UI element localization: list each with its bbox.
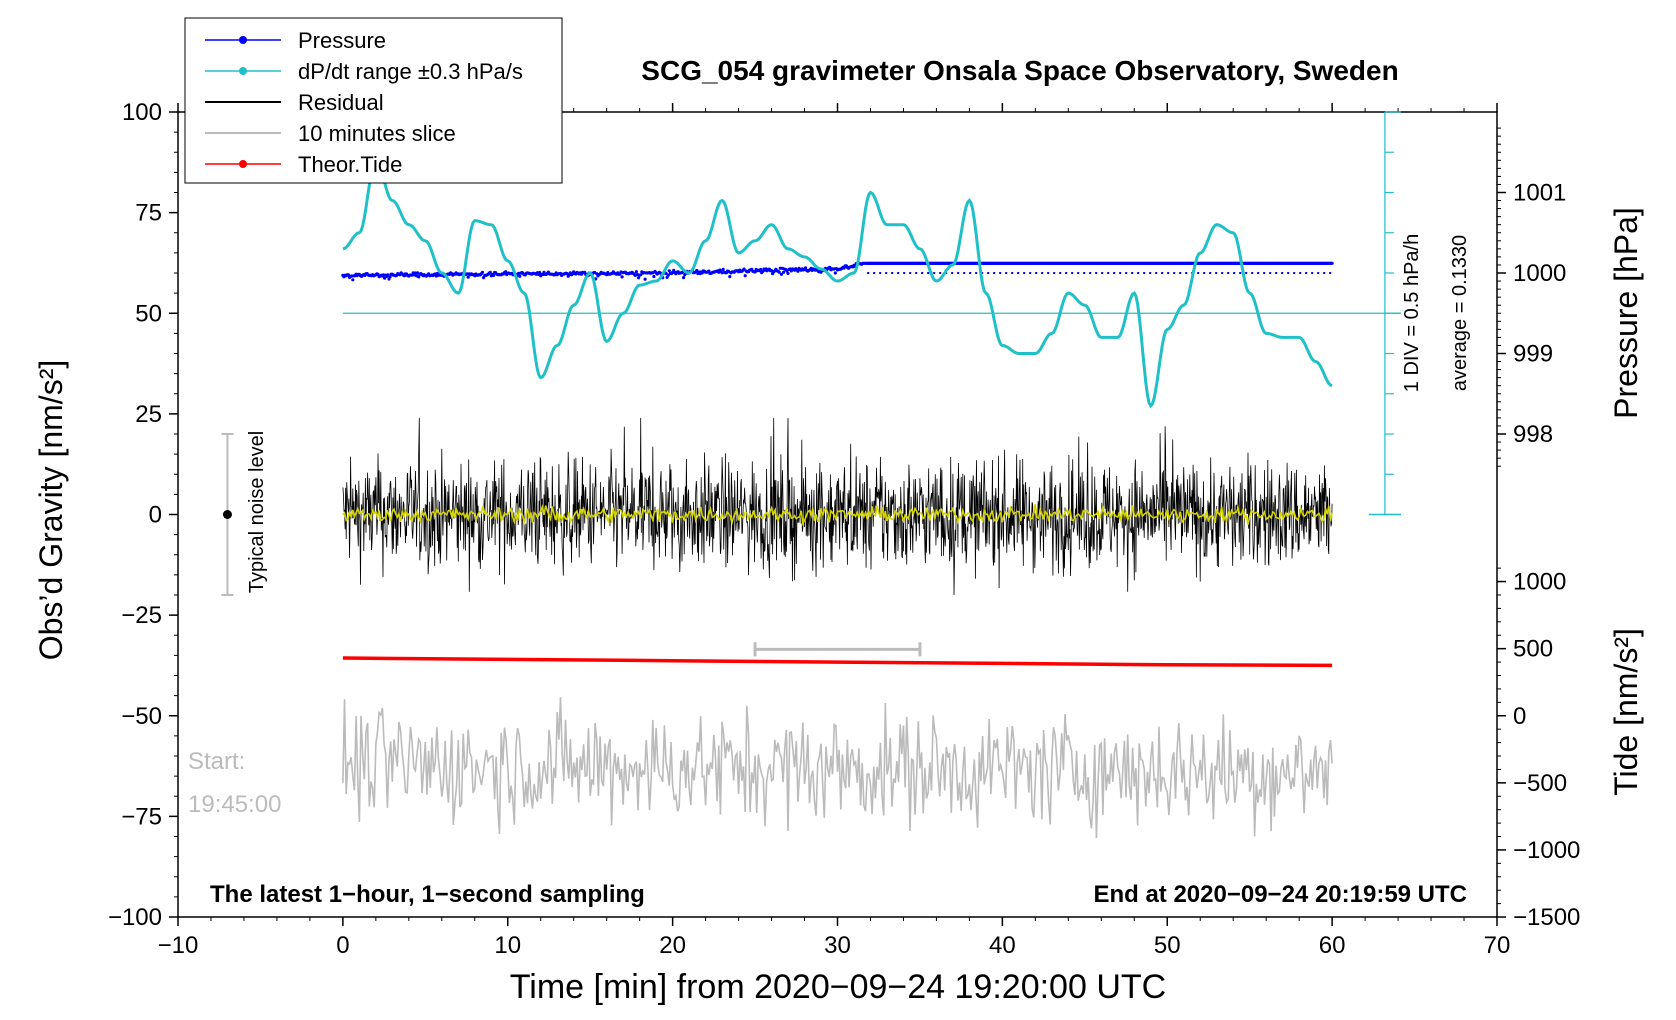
dpdt-line [342, 158, 1333, 409]
tide-tick-label: −1000 [1513, 837, 1580, 864]
x-axis-label: Time [min] from 2020−09−24 19:20:00 UTC [510, 968, 1166, 1006]
legend-entry-slice: 10 minutes slice [205, 121, 456, 146]
x-tick-label: 0 [336, 932, 349, 959]
y-tick-label: −25 [121, 602, 162, 629]
pressure-point [351, 278, 355, 282]
pressure-tick-label: 1001 [1513, 180, 1566, 207]
legend-entry-dpdt: dP/dt range ±0.3 hPa/s [205, 59, 523, 84]
pressure-point [538, 270, 542, 275]
pressure-tick-label: 998 [1513, 421, 1553, 448]
pressure-point [777, 270, 781, 274]
pressure-point [728, 275, 732, 279]
footer-right-label: End at 2020−09−24 20:19:59 UTC [1093, 881, 1467, 908]
residual-line [342, 417, 1333, 596]
y-tick-label: 50 [135, 300, 162, 327]
residual-mean-line [342, 503, 1333, 527]
x-tick-label: 10 [494, 932, 521, 959]
x-tick-label: 70 [1484, 932, 1511, 959]
pressure-point [833, 271, 837, 275]
pressure-point [743, 274, 747, 278]
pressure-point [639, 273, 643, 277]
pressure-point [666, 273, 670, 277]
pressure-point [488, 270, 492, 274]
pressure-point [491, 273, 496, 278]
start-label: Start: [188, 748, 245, 775]
pressure-point [667, 269, 671, 273]
y-tick-label: −75 [121, 803, 162, 830]
y-axis-label: Obs’d Gravity [nm/s²] [33, 360, 69, 661]
legend-entry-residual: Residual [205, 90, 384, 115]
noise-level-marker [222, 510, 232, 519]
pressure-point [652, 274, 656, 279]
pressure-point [796, 269, 800, 273]
tide-tick-label: 500 [1513, 636, 1553, 663]
pressure-point [707, 269, 711, 273]
y-tick-label: 75 [135, 200, 162, 227]
legend-label-dpdt: dP/dt range ±0.3 hPa/s [298, 59, 523, 84]
legend-label-residual: Residual [298, 90, 384, 115]
pressure-point [786, 271, 790, 275]
x-tick-label: 40 [989, 932, 1016, 959]
legend-label-slice: 10 minutes slice [298, 121, 456, 146]
pressure-point [417, 275, 421, 279]
pressure-point [518, 274, 522, 278]
pressure-point [782, 270, 786, 274]
pressure-point [637, 276, 641, 280]
tide-line [342, 656, 1333, 668]
footer-left-label: The latest 1−hour, 1−second sampling [210, 881, 645, 908]
y-tick-label: −50 [121, 703, 162, 730]
x-tick-label: 60 [1319, 932, 1346, 959]
legend-marker-pressure [239, 36, 247, 44]
pressure-point [643, 277, 647, 281]
tide-axis-label: Tide [nm/s²] [1608, 628, 1644, 796]
pressure-point [804, 266, 808, 270]
x-tick-label: 30 [824, 932, 851, 959]
pressure-point [480, 270, 485, 274]
legend-label-pressure: Pressure [298, 28, 386, 53]
x-tick-label: −10 [158, 932, 199, 959]
pressure-point [721, 267, 725, 271]
x-tick-label: 50 [1154, 932, 1181, 959]
tide-tick-label: −500 [1513, 770, 1567, 797]
legend-entry-pressure: Pressure [205, 28, 386, 53]
pressure-point [620, 275, 624, 279]
y-tick-label: 100 [122, 99, 162, 126]
pressure-point [466, 275, 470, 279]
pressure-point [779, 272, 784, 276]
average-label: average = 0.1330 [1449, 235, 1471, 391]
start-time-label: 19:45:00 [188, 791, 281, 818]
tide-tick-label: 1000 [1513, 569, 1566, 596]
legend-label-tide: Theor.Tide [298, 152, 402, 177]
pressure-point [634, 270, 639, 274]
pressure-point [386, 273, 390, 277]
x-tick-label: 20 [659, 932, 686, 959]
legend: Pressure dP/dt range ±0.3 hPa/s Residual… [184, 17, 563, 184]
pressure-tick-label: 999 [1513, 341, 1553, 368]
legend-marker-dpdt [239, 67, 247, 75]
tide-tick-label: −1500 [1513, 904, 1580, 931]
chart-title: SCG_054 gravimeter Onsala Space Observat… [641, 55, 1398, 86]
pressure-point [383, 276, 387, 280]
legend-marker-tide [239, 160, 247, 168]
legend-entry-tide: Theor.Tide [205, 152, 402, 177]
pressure-point [388, 275, 392, 279]
pressure-point [682, 276, 686, 280]
pressure-point [742, 267, 746, 271]
slice-line [342, 697, 1333, 839]
pressure-axis-label: Pressure [hPa] [1608, 207, 1644, 419]
pressure-tick-label: 1000 [1513, 260, 1566, 287]
pressure-point [759, 267, 763, 272]
y-tick-label: −100 [108, 904, 162, 931]
div-label: 1 DIV = 0.5 hPa/h [1401, 234, 1423, 392]
legend-box [184, 17, 563, 184]
y-tick-label: 0 [149, 502, 162, 529]
y-tick-label: 25 [135, 401, 162, 428]
tide-tick-label: 0 [1513, 703, 1526, 730]
noise-level-label: Typical noise level [246, 431, 268, 593]
